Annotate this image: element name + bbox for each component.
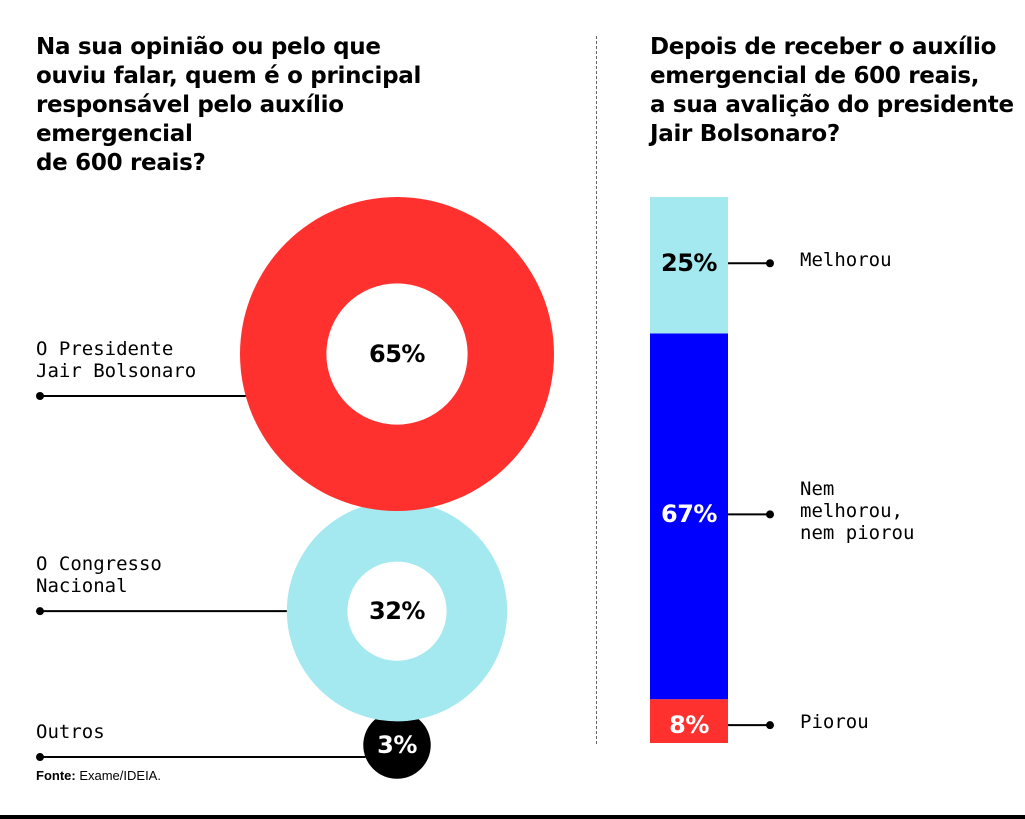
value-label-0: 65% bbox=[369, 340, 425, 368]
bar-segment-2 bbox=[650, 699, 728, 743]
leader-dot-2 bbox=[36, 753, 44, 762]
source-text: Exame/IDEIA. bbox=[75, 768, 161, 783]
leader-dot-1 bbox=[36, 607, 44, 616]
bar-value-label-1: 67% bbox=[661, 500, 717, 529]
bar-category-label-2: Piorou bbox=[800, 711, 869, 734]
category-label-2: Outros bbox=[36, 721, 105, 744]
bar-segment-0 bbox=[650, 197, 728, 334]
category-label-0: O Presidente Jair Bolsonaro bbox=[36, 338, 197, 382]
bar-value-label-0: 25% bbox=[661, 249, 717, 278]
bar-value-label-2: 8% bbox=[669, 711, 709, 740]
left-chart-title: Na sua opinião ou pelo que ouviu falar, … bbox=[36, 34, 422, 176]
bar-category-label-1: Nem melhorou, nem piorou bbox=[800, 478, 915, 545]
bar-leader-dot-2 bbox=[766, 721, 774, 730]
donut-hole-1 bbox=[347, 561, 447, 661]
bar-category-label-0: Melhorou bbox=[800, 249, 892, 272]
bottom-rule bbox=[0, 815, 1025, 819]
value-label-1: 32% bbox=[369, 597, 425, 626]
donut-hole-0 bbox=[326, 283, 468, 425]
source-label: Fonte: bbox=[36, 768, 76, 783]
bar-leader-dot-0 bbox=[766, 259, 774, 268]
source-note: Fonte: Exame/IDEIA. bbox=[36, 768, 161, 783]
bar-segment-1 bbox=[650, 333, 728, 700]
donut-ring-2 bbox=[363, 711, 431, 779]
right-chart-title: Depois de receber o auxílio emergencial … bbox=[650, 34, 1014, 147]
category-label-1: O Congresso Nacional bbox=[36, 553, 162, 598]
column-divider bbox=[596, 36, 597, 744]
leader-dot-0 bbox=[36, 392, 44, 400]
bar-leader-dot-1 bbox=[766, 510, 774, 519]
value-label-2: 3% bbox=[377, 731, 417, 760]
